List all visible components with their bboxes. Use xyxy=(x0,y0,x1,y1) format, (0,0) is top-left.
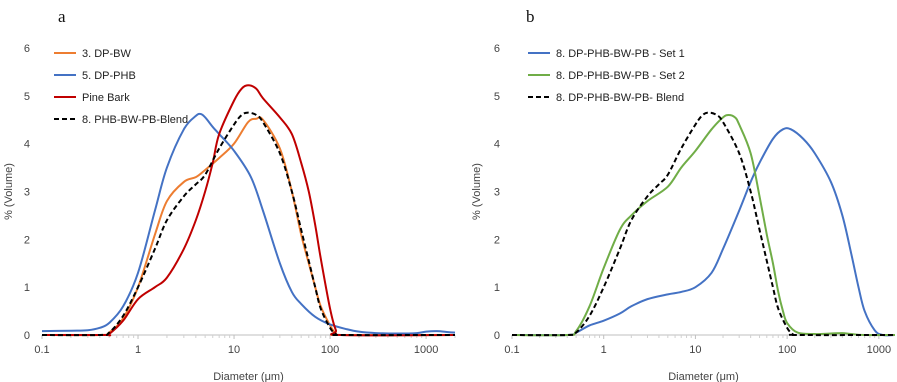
series-line-1 xyxy=(511,127,896,337)
legend-label: 3. DP-BW xyxy=(82,48,132,60)
panel-a: a 0 1 2 3 4 5 6 0.1 1 10 100 1000 Diameter (μm) % (Vol… xyxy=(3,7,456,382)
y-axis-title: % (Volume) xyxy=(471,163,483,220)
series-line-4 xyxy=(41,111,456,337)
y-tick-label: 6 xyxy=(24,43,30,55)
x-tick-label: 0.1 xyxy=(504,344,519,356)
y-tick-label: 6 xyxy=(494,43,500,55)
series-line-3 xyxy=(41,84,456,337)
y-tick-label: 4 xyxy=(24,139,30,151)
series-line-2 xyxy=(511,113,896,337)
x-tick-label: 1 xyxy=(135,344,141,356)
y-tick-label: 2 xyxy=(24,234,30,246)
x-tick-label: 1000 xyxy=(867,344,891,356)
y-tick-label: 1 xyxy=(24,282,30,294)
legend-label: 5. DP-PHB xyxy=(82,70,136,82)
legend-label: 8. PHB-BW-PB-Blend xyxy=(82,114,188,126)
series-line-3 xyxy=(511,111,896,337)
y-tick-label: 1 xyxy=(494,282,500,294)
legend-label: 8. DP-PHB-BW-PB- Blend xyxy=(556,92,684,104)
y-tick-label: 3 xyxy=(24,187,30,199)
x-axis-title: Diameter (μm) xyxy=(213,371,284,382)
y-tick-label: 0 xyxy=(494,330,500,342)
y-tick-label: 3 xyxy=(494,187,500,199)
panel-label: b xyxy=(526,7,535,26)
x-tick-label: 10 xyxy=(228,344,240,356)
x-tick-label: 1000 xyxy=(414,344,438,356)
y-axis-title: % (Volume) xyxy=(3,163,15,220)
panel-label: a xyxy=(58,7,66,26)
x-tick-label: 1 xyxy=(601,344,607,356)
y-tick-label: 2 xyxy=(494,234,500,246)
x-tick-label: 100 xyxy=(321,344,339,356)
y-tick-label: 5 xyxy=(24,91,30,103)
series-line-2 xyxy=(41,112,456,335)
panel-b: b 0 1 2 3 4 5 6 0.1 1 10 100 1000 Diameter (μm) % (Vol… xyxy=(471,7,896,382)
series-line-1 xyxy=(41,116,456,337)
y-tick-label: 0 xyxy=(24,330,30,342)
y-tick-label: 4 xyxy=(494,139,500,151)
x-axis-title: Diameter (μm) xyxy=(668,371,739,382)
y-tick-label: 5 xyxy=(494,91,500,103)
x-tick-label: 10 xyxy=(689,344,701,356)
legend-label: Pine Bark xyxy=(82,92,130,104)
legend-label: 8. DP-PHB-BW-PB - Set 2 xyxy=(556,70,685,82)
x-tick-label: 0.1 xyxy=(34,344,49,356)
x-tick-label: 100 xyxy=(778,344,796,356)
legend-label: 8. DP-PHB-BW-PB - Set 1 xyxy=(556,48,685,60)
